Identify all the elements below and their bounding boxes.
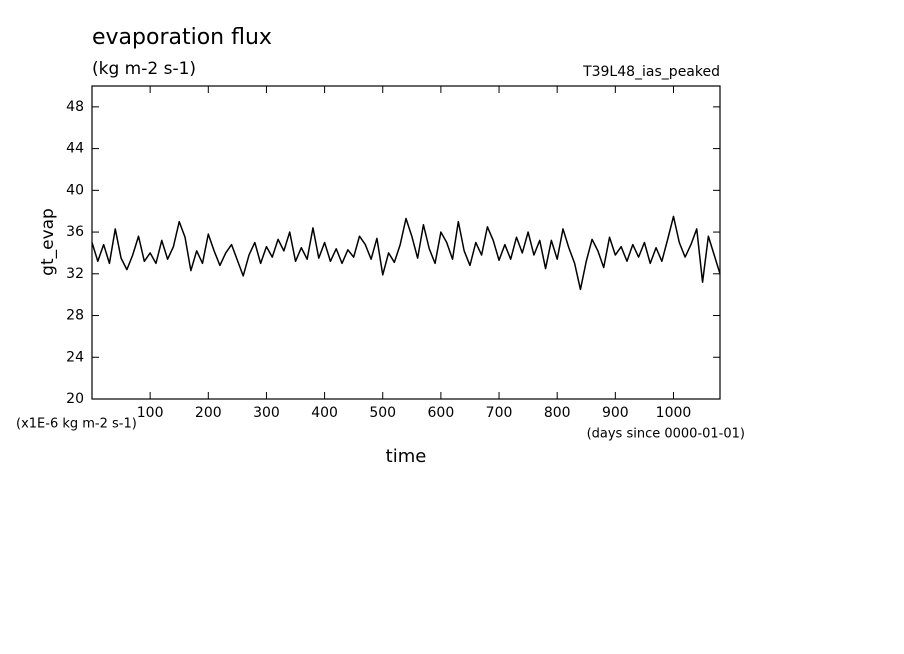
chart-title: evaporation flux: [92, 25, 272, 50]
x-tick-label: 500: [369, 405, 396, 421]
x-tick-label: 900: [602, 405, 629, 421]
y-tick-label: 28: [66, 308, 84, 324]
y-tick-label: 20: [66, 391, 84, 407]
x-axis-label: time: [386, 446, 427, 467]
x-tick-label: 700: [486, 405, 513, 421]
y-unit-note: (x1E-6 kg m-2 s-1): [16, 417, 137, 432]
x-tick-label: 200: [195, 405, 222, 421]
y-tick-label: 40: [66, 182, 84, 198]
x-tick-label: 300: [253, 405, 280, 421]
annotation: T39L48_ias_peaked: [582, 64, 720, 80]
x-tick-label: 100: [137, 405, 164, 421]
x-unit-note: (days since 0000-01-01): [587, 427, 745, 442]
y-axis-label: gt_evap: [38, 208, 58, 276]
y-tick-label: 36: [66, 224, 84, 240]
x-tick-label: 600: [428, 405, 455, 421]
x-tick-label: 400: [311, 405, 338, 421]
x-tick-label: 1000: [656, 405, 692, 421]
data-line: [91, 215, 721, 291]
x-tick-label: 800: [544, 405, 571, 421]
y-tick-label: 32: [66, 266, 84, 282]
y-tick-label: 44: [66, 141, 84, 157]
chart-subtitle: (kg m-2 s-1): [92, 59, 196, 79]
y-tick-label: 24: [66, 349, 84, 365]
y-tick-label: 48: [66, 99, 84, 115]
